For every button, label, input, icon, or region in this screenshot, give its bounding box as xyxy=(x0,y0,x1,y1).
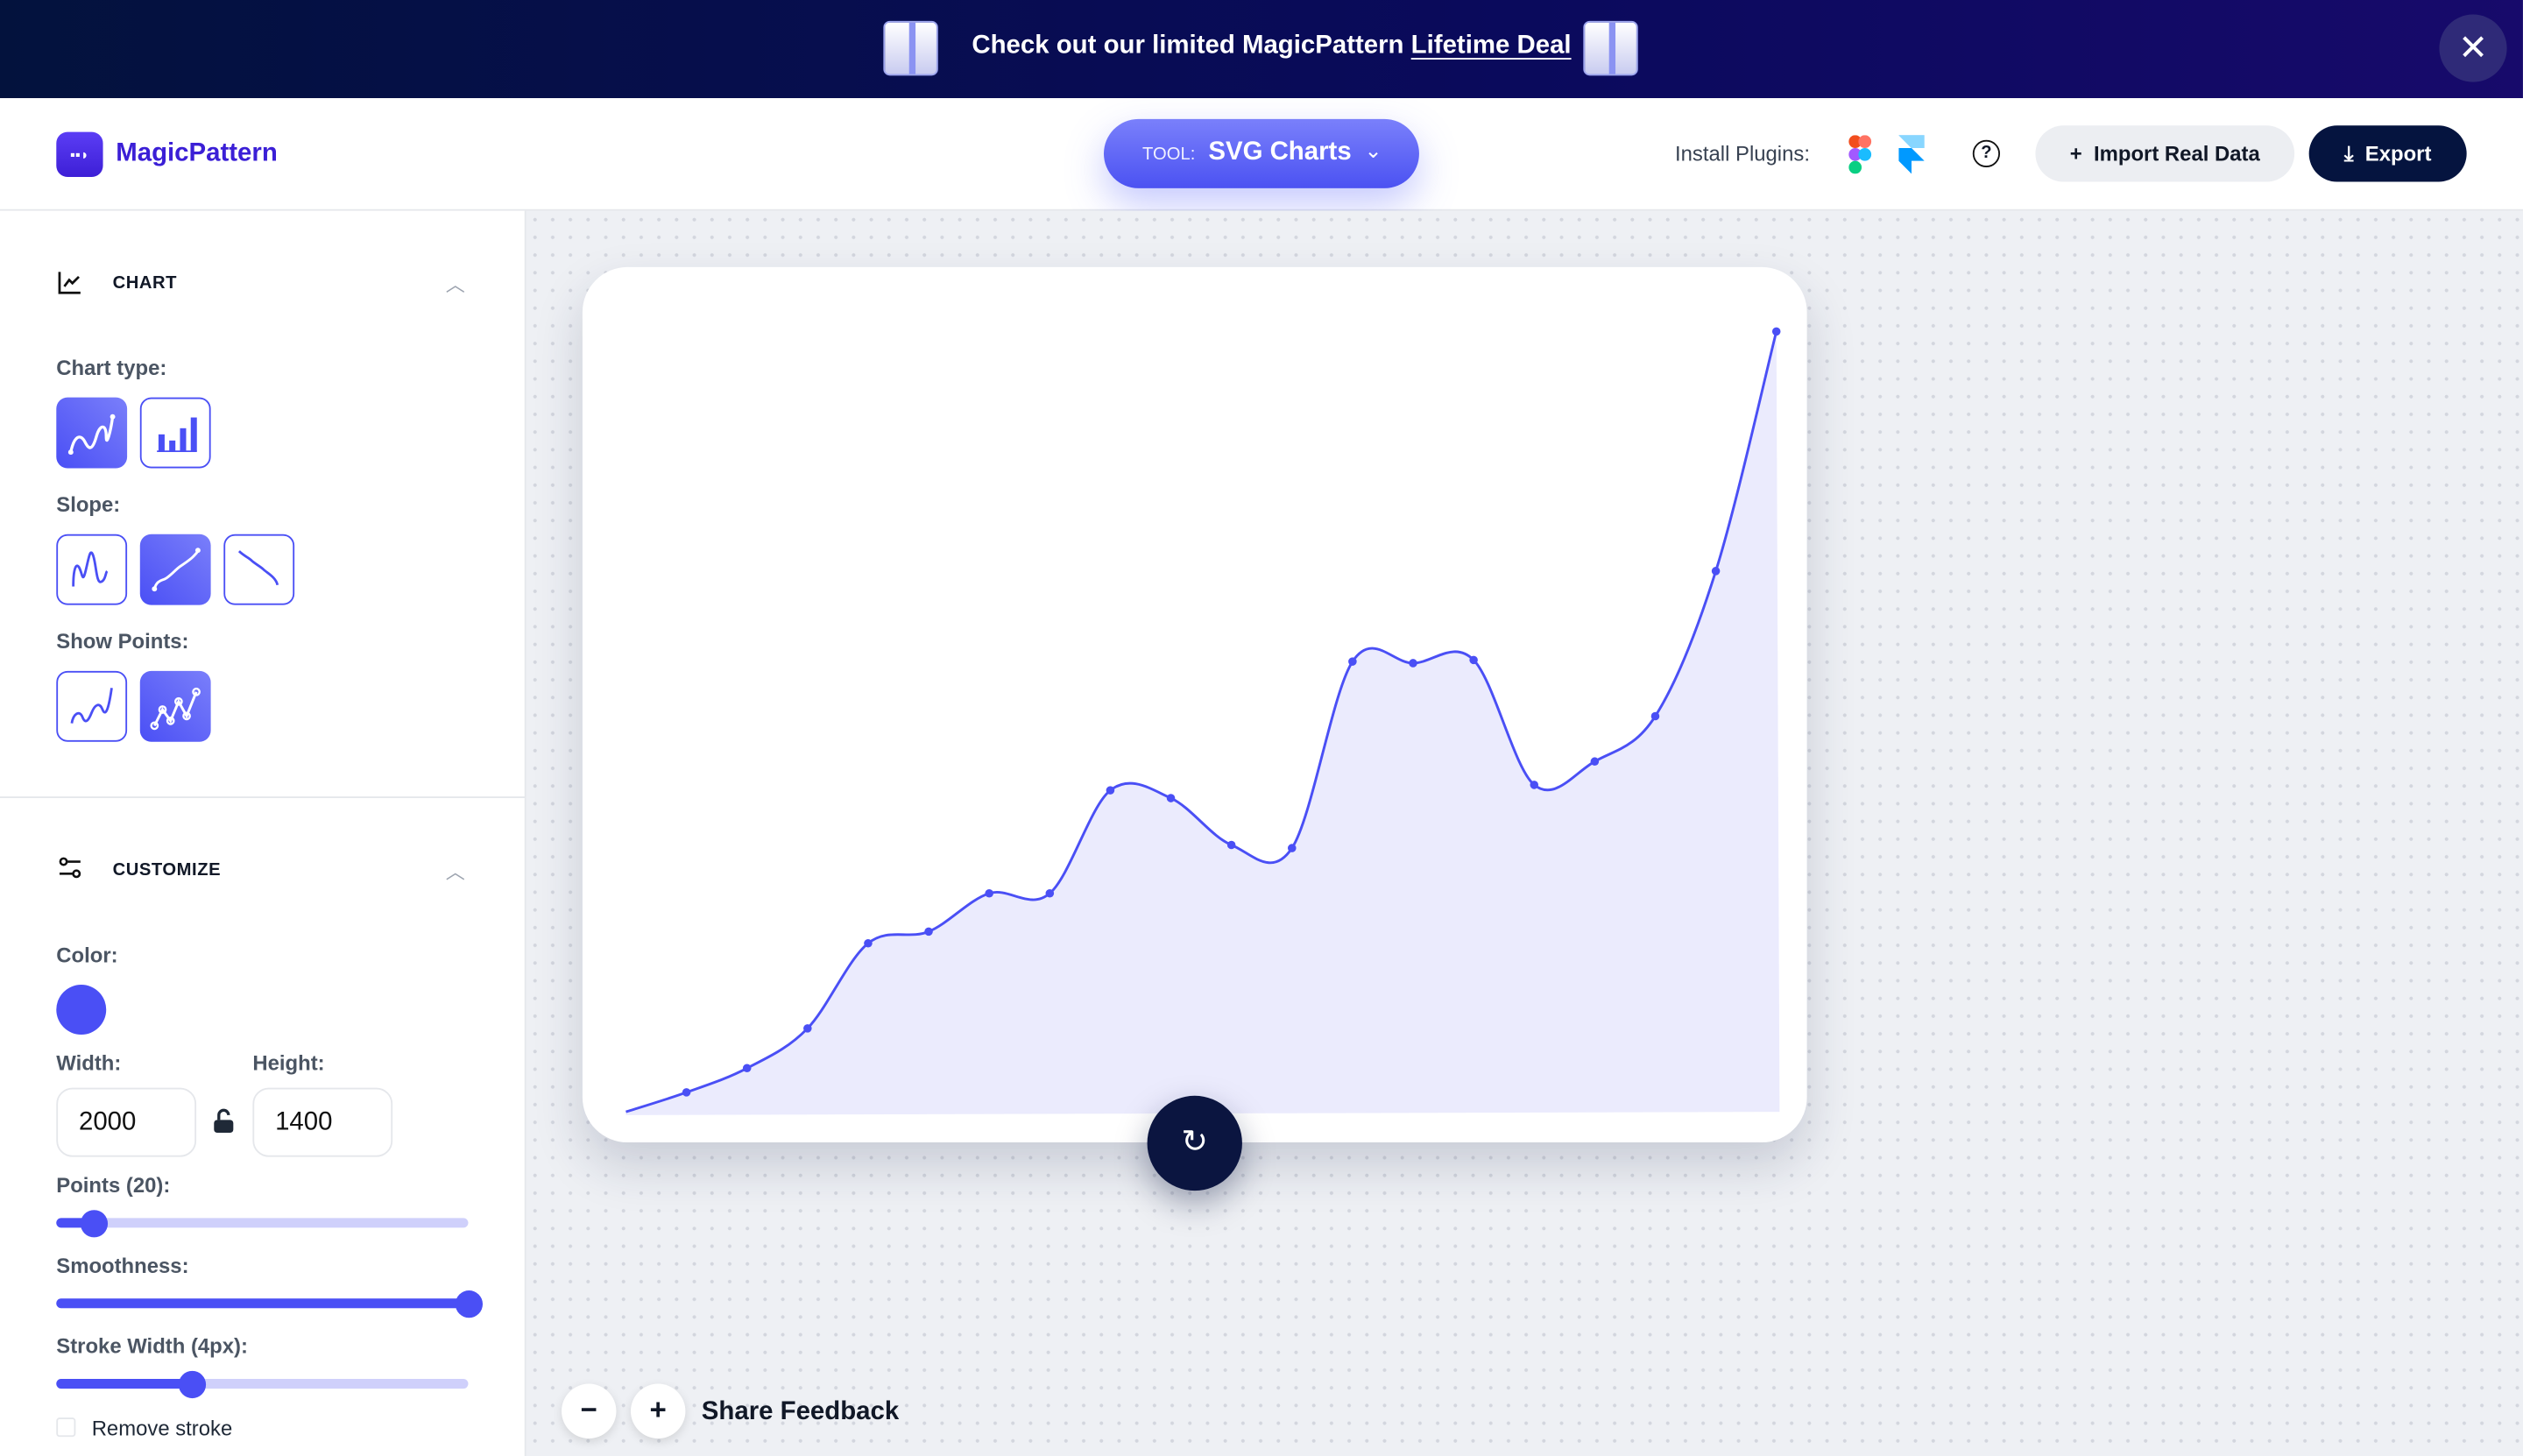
promo-banner xyxy=(0,0,2523,99)
show-points-label: Show Points: xyxy=(56,629,189,654)
stroke-width-slider[interactable] xyxy=(56,1369,469,1398)
chart-area-fill xyxy=(625,331,1780,1115)
smoothness-slider[interactable] xyxy=(56,1290,484,1318)
height-input[interactable]: 1400 xyxy=(252,1087,393,1157)
help-icon[interactable]: ? xyxy=(1972,139,2001,168)
slider-fill xyxy=(56,1298,469,1309)
refresh-icon: ↻ xyxy=(1181,1124,1209,1161)
chevron-up-icon[interactable]: ︿ xyxy=(445,860,465,884)
area-chart xyxy=(625,327,1781,1115)
width-label: Width: xyxy=(56,1050,122,1075)
framer-icon[interactable] xyxy=(1898,135,1925,174)
chart-point xyxy=(1166,794,1176,802)
chevron-down-icon: ⌄ xyxy=(1364,138,1382,163)
chart-point xyxy=(1771,327,1781,336)
height-label: Height: xyxy=(252,1050,325,1075)
tool-selector[interactable]: TOOL: SVG Charts ⌄ xyxy=(1103,118,1419,188)
chart-point xyxy=(1045,888,1055,898)
plus-icon: + xyxy=(2069,141,2082,166)
figma-icon[interactable] xyxy=(1848,135,1873,174)
close-icon: ✕ xyxy=(2458,27,2488,68)
slider-thumb[interactable] xyxy=(455,1290,484,1318)
color-swatch[interactable] xyxy=(56,985,107,1035)
chart-point xyxy=(1226,840,1236,850)
chart-type-line-button[interactable] xyxy=(56,397,128,469)
chart-point xyxy=(1106,786,1115,795)
slope-random-button[interactable] xyxy=(56,534,128,605)
slider-thumb[interactable] xyxy=(80,1209,109,1237)
chart-point xyxy=(1530,781,1539,789)
slope-label: Slope: xyxy=(56,492,121,517)
slider-fill xyxy=(56,1218,89,1228)
chart-point xyxy=(924,927,933,937)
slider-fill xyxy=(56,1379,193,1389)
section-divider xyxy=(0,796,527,799)
export-label: Export xyxy=(2364,141,2432,166)
chart-point xyxy=(1590,757,1600,766)
export-button[interactable]: ⤓ Export xyxy=(2308,125,2467,182)
chart-point xyxy=(742,1064,752,1073)
customize-section-title[interactable]: CUSTOMIZE xyxy=(112,860,222,880)
slider-thumb[interactable] xyxy=(179,1369,207,1398)
import-real-data-button[interactable]: + Import Real Data xyxy=(2035,125,2295,182)
gift-icon xyxy=(1583,20,1638,76)
chart-point xyxy=(864,938,873,948)
line-chart-icon xyxy=(58,272,81,294)
remove-stroke-label: Remove stroke xyxy=(91,1416,233,1440)
show-points-button[interactable] xyxy=(139,670,211,742)
width-input[interactable]: 2000 xyxy=(56,1087,197,1157)
chart-point xyxy=(803,1024,812,1033)
unlock-icon[interactable] xyxy=(212,1108,235,1134)
remove-stroke-checkbox[interactable] xyxy=(56,1417,76,1438)
hide-points-button[interactable] xyxy=(56,670,128,742)
points-slider-label: Points (20): xyxy=(56,1172,171,1198)
tool-prefix: TOOL: xyxy=(1142,145,1196,165)
points-slider[interactable] xyxy=(56,1209,469,1237)
chart-point xyxy=(1348,657,1357,666)
close-banner-button[interactable]: ✕ xyxy=(2439,14,2507,82)
chevron-up-icon[interactable]: ︿ xyxy=(445,273,465,296)
descending-line-icon xyxy=(237,550,279,586)
tool-value: SVG Charts xyxy=(1208,138,1352,166)
chart-point xyxy=(1409,659,1417,668)
chart-point xyxy=(682,1088,691,1097)
smoothness-label: Smoothness: xyxy=(56,1253,189,1278)
chart-point xyxy=(1469,655,1478,665)
line-no-points-icon xyxy=(70,688,113,724)
banner-text: Check out our limited MagicPattern Lifet… xyxy=(972,32,1571,61)
gift-icon xyxy=(883,20,938,76)
download-icon: ⤓ xyxy=(2343,141,2354,166)
wave-line-icon xyxy=(72,551,109,587)
zoom-out-button[interactable]: − xyxy=(562,1383,617,1439)
zoom-in-button[interactable]: + xyxy=(630,1383,686,1439)
chart-point xyxy=(1711,567,1721,576)
import-label: Import Real Data xyxy=(2094,141,2260,166)
slope-up-button[interactable] xyxy=(139,534,211,605)
stroke-width-label: Stroke Width (4px): xyxy=(56,1333,248,1359)
install-plugins-label: Install Plugins: xyxy=(1675,141,1810,166)
chart-point xyxy=(1287,844,1297,852)
lifetime-deal-link[interactable]: Lifetime Deal xyxy=(1410,32,1572,60)
chart-type-bar-button[interactable] xyxy=(139,397,211,469)
slope-down-button[interactable] xyxy=(223,534,295,605)
chart-line xyxy=(625,331,1778,1113)
line-with-points-icon xyxy=(150,687,201,731)
banner-message: Check out our limited MagicPattern xyxy=(972,32,1411,60)
chart-type-label: Chart type: xyxy=(56,355,167,380)
brand-name[interactable]: MagicPattern xyxy=(116,139,278,168)
ascending-line-icon xyxy=(152,548,201,592)
regenerate-button[interactable]: ↻ xyxy=(1147,1095,1242,1191)
chart-point xyxy=(985,888,993,898)
magicpattern-logo[interactable]: ▪▪◗ xyxy=(56,131,103,178)
line-chart-icon xyxy=(67,413,116,456)
chart-point xyxy=(1650,711,1660,721)
sliders-icon xyxy=(59,857,81,879)
color-label: Color: xyxy=(56,943,118,967)
bar-chart-icon xyxy=(157,417,197,452)
share-feedback-link[interactable]: Share Feedback xyxy=(701,1398,900,1426)
chart-section-title[interactable]: CHART xyxy=(112,273,178,293)
